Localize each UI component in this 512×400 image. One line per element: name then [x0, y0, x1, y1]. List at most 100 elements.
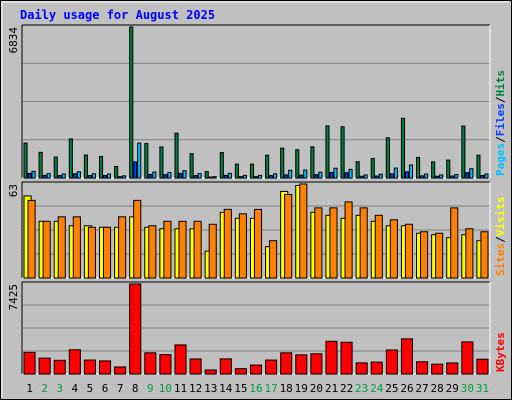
bar-hits-day-9 [144, 143, 149, 179]
bar-kbytes-day-15 [234, 368, 247, 375]
legend-files: Files [494, 103, 507, 136]
bar-files-day-27 [420, 175, 425, 179]
bar-pages-day-12 [197, 173, 202, 179]
bar-pages-day-19 [303, 169, 308, 179]
bar-sites-day-30 [465, 228, 474, 279]
bar-files-day-2 [42, 174, 47, 179]
bar-files-day-16 [253, 176, 259, 179]
bar-files-day-26 [404, 171, 410, 179]
bar-hits-day-8 [129, 26, 134, 179]
bar-files-day-19 [299, 174, 304, 179]
x-tick-label-day-15: 15 [234, 382, 247, 395]
bar-kbytes-day-29 [446, 362, 459, 375]
bar-files-day-31 [480, 175, 485, 179]
bar-sites-day-27 [420, 231, 429, 279]
bar-pages-day-1 [31, 170, 36, 179]
bar-kbytes-day-11 [174, 344, 187, 375]
panel-legend: Sites/Visits [494, 197, 507, 277]
x-tick-label-day-20: 20 [310, 382, 323, 395]
bar-sites-day-11 [178, 220, 187, 279]
bar-files-day-4 [72, 173, 77, 179]
bar-hits-day-31 [476, 154, 481, 179]
bar-kbytes-day-20 [310, 353, 323, 375]
bar-sites-day-3 [57, 216, 66, 279]
x-tick-label-day-27: 27 [415, 382, 428, 395]
bar-files-day-20 [314, 174, 319, 179]
legend-hits: Hits [494, 70, 507, 97]
bar-pages-day-25 [393, 167, 398, 179]
bar-kbytes-day-27 [416, 361, 429, 375]
bar-kbytes-day-13 [204, 369, 217, 375]
bar-pages-day-5 [91, 173, 96, 179]
legend-separator: / [494, 236, 507, 243]
bar-sites-day-22 [344, 201, 353, 279]
bar-hits-day-12 [189, 153, 194, 179]
x-tick-label-day-8: 8 [132, 382, 139, 395]
bar-pages-day-23 [363, 174, 368, 179]
bar-files-day-23 [359, 175, 364, 179]
bar-kbytes-day-31 [476, 358, 489, 375]
x-tick-label-day-9: 9 [147, 382, 154, 395]
bar-kbytes-day-22 [340, 341, 353, 375]
bar-hits-day-27 [416, 156, 421, 179]
bar-sites-day-16 [253, 208, 263, 279]
bar-kbytes-day-14 [219, 358, 232, 375]
bar-files-day-5 [87, 175, 92, 179]
bar-sites-day-8 [133, 199, 142, 279]
bar-files-day-21 [329, 171, 334, 179]
bar-kbytes-day-6 [98, 360, 112, 375]
bar-sites-day-9 [148, 225, 157, 279]
bar-files-day-24 [374, 175, 379, 179]
bar-files-day-15 [238, 176, 243, 179]
panel-visits-sites: 63 Sites/Visits [7, 181, 507, 279]
bar-hits-day-1 [23, 142, 28, 179]
bar-pages-day-27 [424, 173, 429, 179]
x-tick-label-day-3: 3 [56, 382, 63, 395]
legend-visits: Visits [494, 197, 507, 237]
bar-pages-day-8 [137, 142, 142, 179]
x-tick-label-day-31: 31 [476, 382, 489, 395]
bar-kbytes-day-5 [83, 359, 96, 375]
bar-hits-day-14 [219, 152, 224, 179]
bar-files-day-18 [284, 174, 289, 179]
x-tick-label-day-4: 4 [72, 382, 79, 395]
x-tick-label-day-19: 19 [295, 382, 308, 395]
bar-hits-day-26 [400, 117, 406, 179]
bar-hits-day-4 [68, 138, 73, 179]
bar-hits-day-25 [385, 137, 390, 179]
bar-pages-day-29 [454, 173, 459, 179]
bar-pages-day-22 [348, 168, 353, 179]
legend-separator: / [494, 136, 507, 143]
bar-pages-day-16 [257, 174, 263, 179]
bar-hits-day-24 [370, 158, 375, 179]
bar-files-day-8 [133, 161, 138, 179]
x-tick-label-day-28: 28 [431, 382, 444, 395]
bar-hits-day-2 [38, 151, 43, 179]
bar-sites-day-18 [284, 193, 293, 279]
x-tick-label-day-30: 30 [461, 382, 474, 395]
bar-hits-day-19 [295, 149, 300, 179]
bar-sites-day-17 [269, 240, 278, 279]
bar-pages-day-21 [333, 167, 338, 179]
x-tick-label-day-23: 23 [355, 382, 368, 395]
bar-kbytes-day-24 [370, 361, 383, 375]
bar-hits-day-18 [280, 147, 285, 179]
bar-sites-day-23 [359, 207, 368, 279]
bar-sites-day-28 [435, 232, 444, 279]
bar-hits-day-7 [114, 166, 119, 179]
x-tick-label-day-21: 21 [325, 382, 338, 395]
bar-kbytes-day-4 [68, 349, 81, 375]
chart-title: Daily usage for August 2025 [20, 8, 215, 22]
bar-pages-day-31 [484, 173, 489, 179]
x-tick-label-day-7: 7 [117, 382, 124, 395]
bar-hits-day-16 [249, 163, 255, 179]
bar-sites-day-31 [480, 231, 489, 279]
x-tick-label-day-14: 14 [219, 382, 233, 395]
x-tick-label-day-6: 6 [102, 382, 109, 395]
bar-sites-day-6 [102, 226, 112, 279]
bar-pages-day-14 [227, 172, 232, 179]
bar-hits-day-29 [446, 159, 451, 179]
panel-legend: KBytes [494, 332, 507, 372]
bar-files-day-28 [435, 175, 440, 179]
